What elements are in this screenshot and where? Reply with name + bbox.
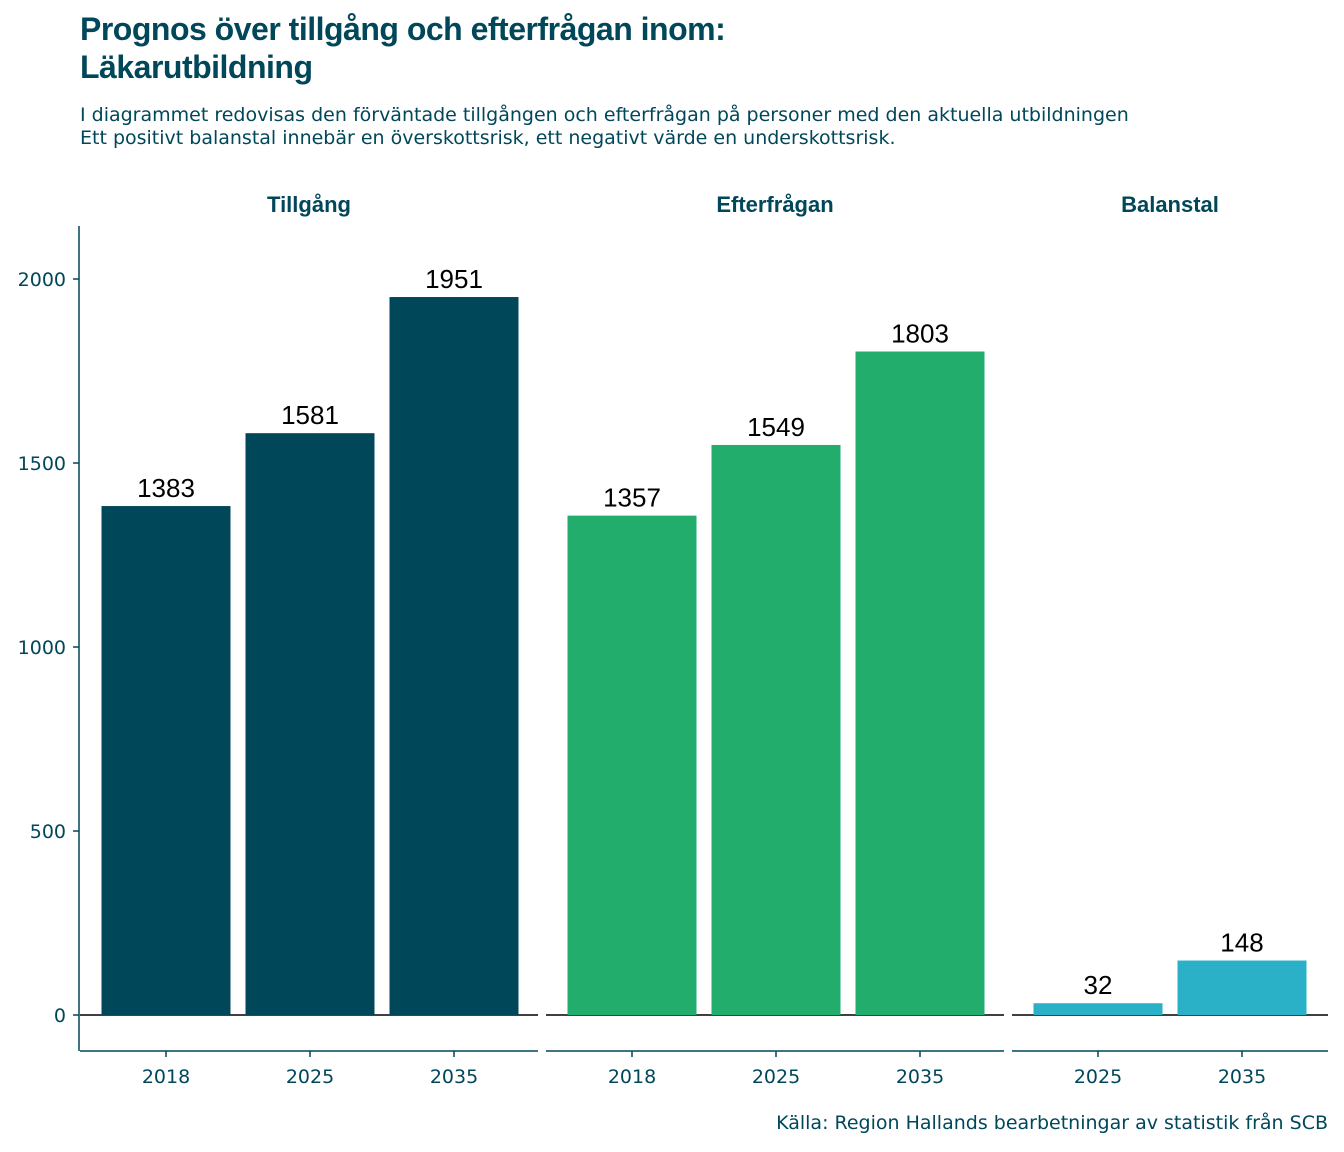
data-label: 32 <box>1084 970 1113 1000</box>
x-tick-label: 2025 <box>286 1066 334 1088</box>
data-label: 1549 <box>747 412 805 442</box>
bar <box>245 433 375 1015</box>
data-label: 1581 <box>281 400 339 430</box>
chart-title-line-1: Prognos över tillgång och efterfrågan in… <box>80 11 726 47</box>
panel-tillgång: Tillgång 1383 2018 1581 2025 1951 2035 <box>80 192 538 1088</box>
subtitle-line-1: I diagrammet redovisas den förväntade ti… <box>80 104 1129 126</box>
panel-title: Tillgång <box>267 192 351 217</box>
x-tick-label: 2035 <box>896 1066 944 1088</box>
bar <box>101 506 231 1015</box>
chart-subtitle: I diagrammet redovisas den förväntade ti… <box>80 104 1129 150</box>
x-tick-label: 2018 <box>142 1066 190 1088</box>
source-caption: Källa: Region Hallands bearbetningar av … <box>776 1112 1328 1134</box>
panel-title: Efterfrågan <box>716 192 833 217</box>
y-tick-label: 1500 <box>18 453 66 475</box>
data-label: 1357 <box>603 483 661 513</box>
data-label: 1951 <box>425 264 483 294</box>
x-tick-label: 2035 <box>430 1066 478 1088</box>
data-label: 1803 <box>891 318 949 348</box>
x-tick-label: 2025 <box>752 1066 800 1088</box>
data-label: 148 <box>1220 928 1263 958</box>
bar <box>1033 1003 1163 1015</box>
panel-balanstal: Balanstal 32 2025 148 2035 <box>1012 192 1328 1088</box>
x-tick-label: 2035 <box>1218 1066 1266 1088</box>
panel-title: Balanstal <box>1121 192 1219 217</box>
subtitle-line-2: Ett positivt balanstal innebär en översk… <box>80 127 896 149</box>
bar <box>711 444 841 1015</box>
bar <box>567 515 697 1015</box>
y-tick-label: 2000 <box>18 269 66 291</box>
chart-title: Prognos över tillgång och efterfrågan in… <box>80 10 726 86</box>
chart-title-line-2: Läkarutbildning <box>80 49 313 85</box>
panel-efterfrågan: Efterfrågan 1357 2018 1549 2025 1803 2035 <box>546 192 1004 1088</box>
bar <box>855 351 985 1016</box>
y-tick-label: 1000 <box>18 637 66 659</box>
data-label: 1383 <box>137 473 195 503</box>
bar <box>1177 960 1307 1015</box>
x-tick-label: 2025 <box>1074 1066 1122 1088</box>
y-tick-label: 0 <box>54 1005 66 1027</box>
y-tick-label: 500 <box>30 821 66 843</box>
x-tick-label: 2018 <box>608 1066 656 1088</box>
bar <box>389 297 519 1016</box>
